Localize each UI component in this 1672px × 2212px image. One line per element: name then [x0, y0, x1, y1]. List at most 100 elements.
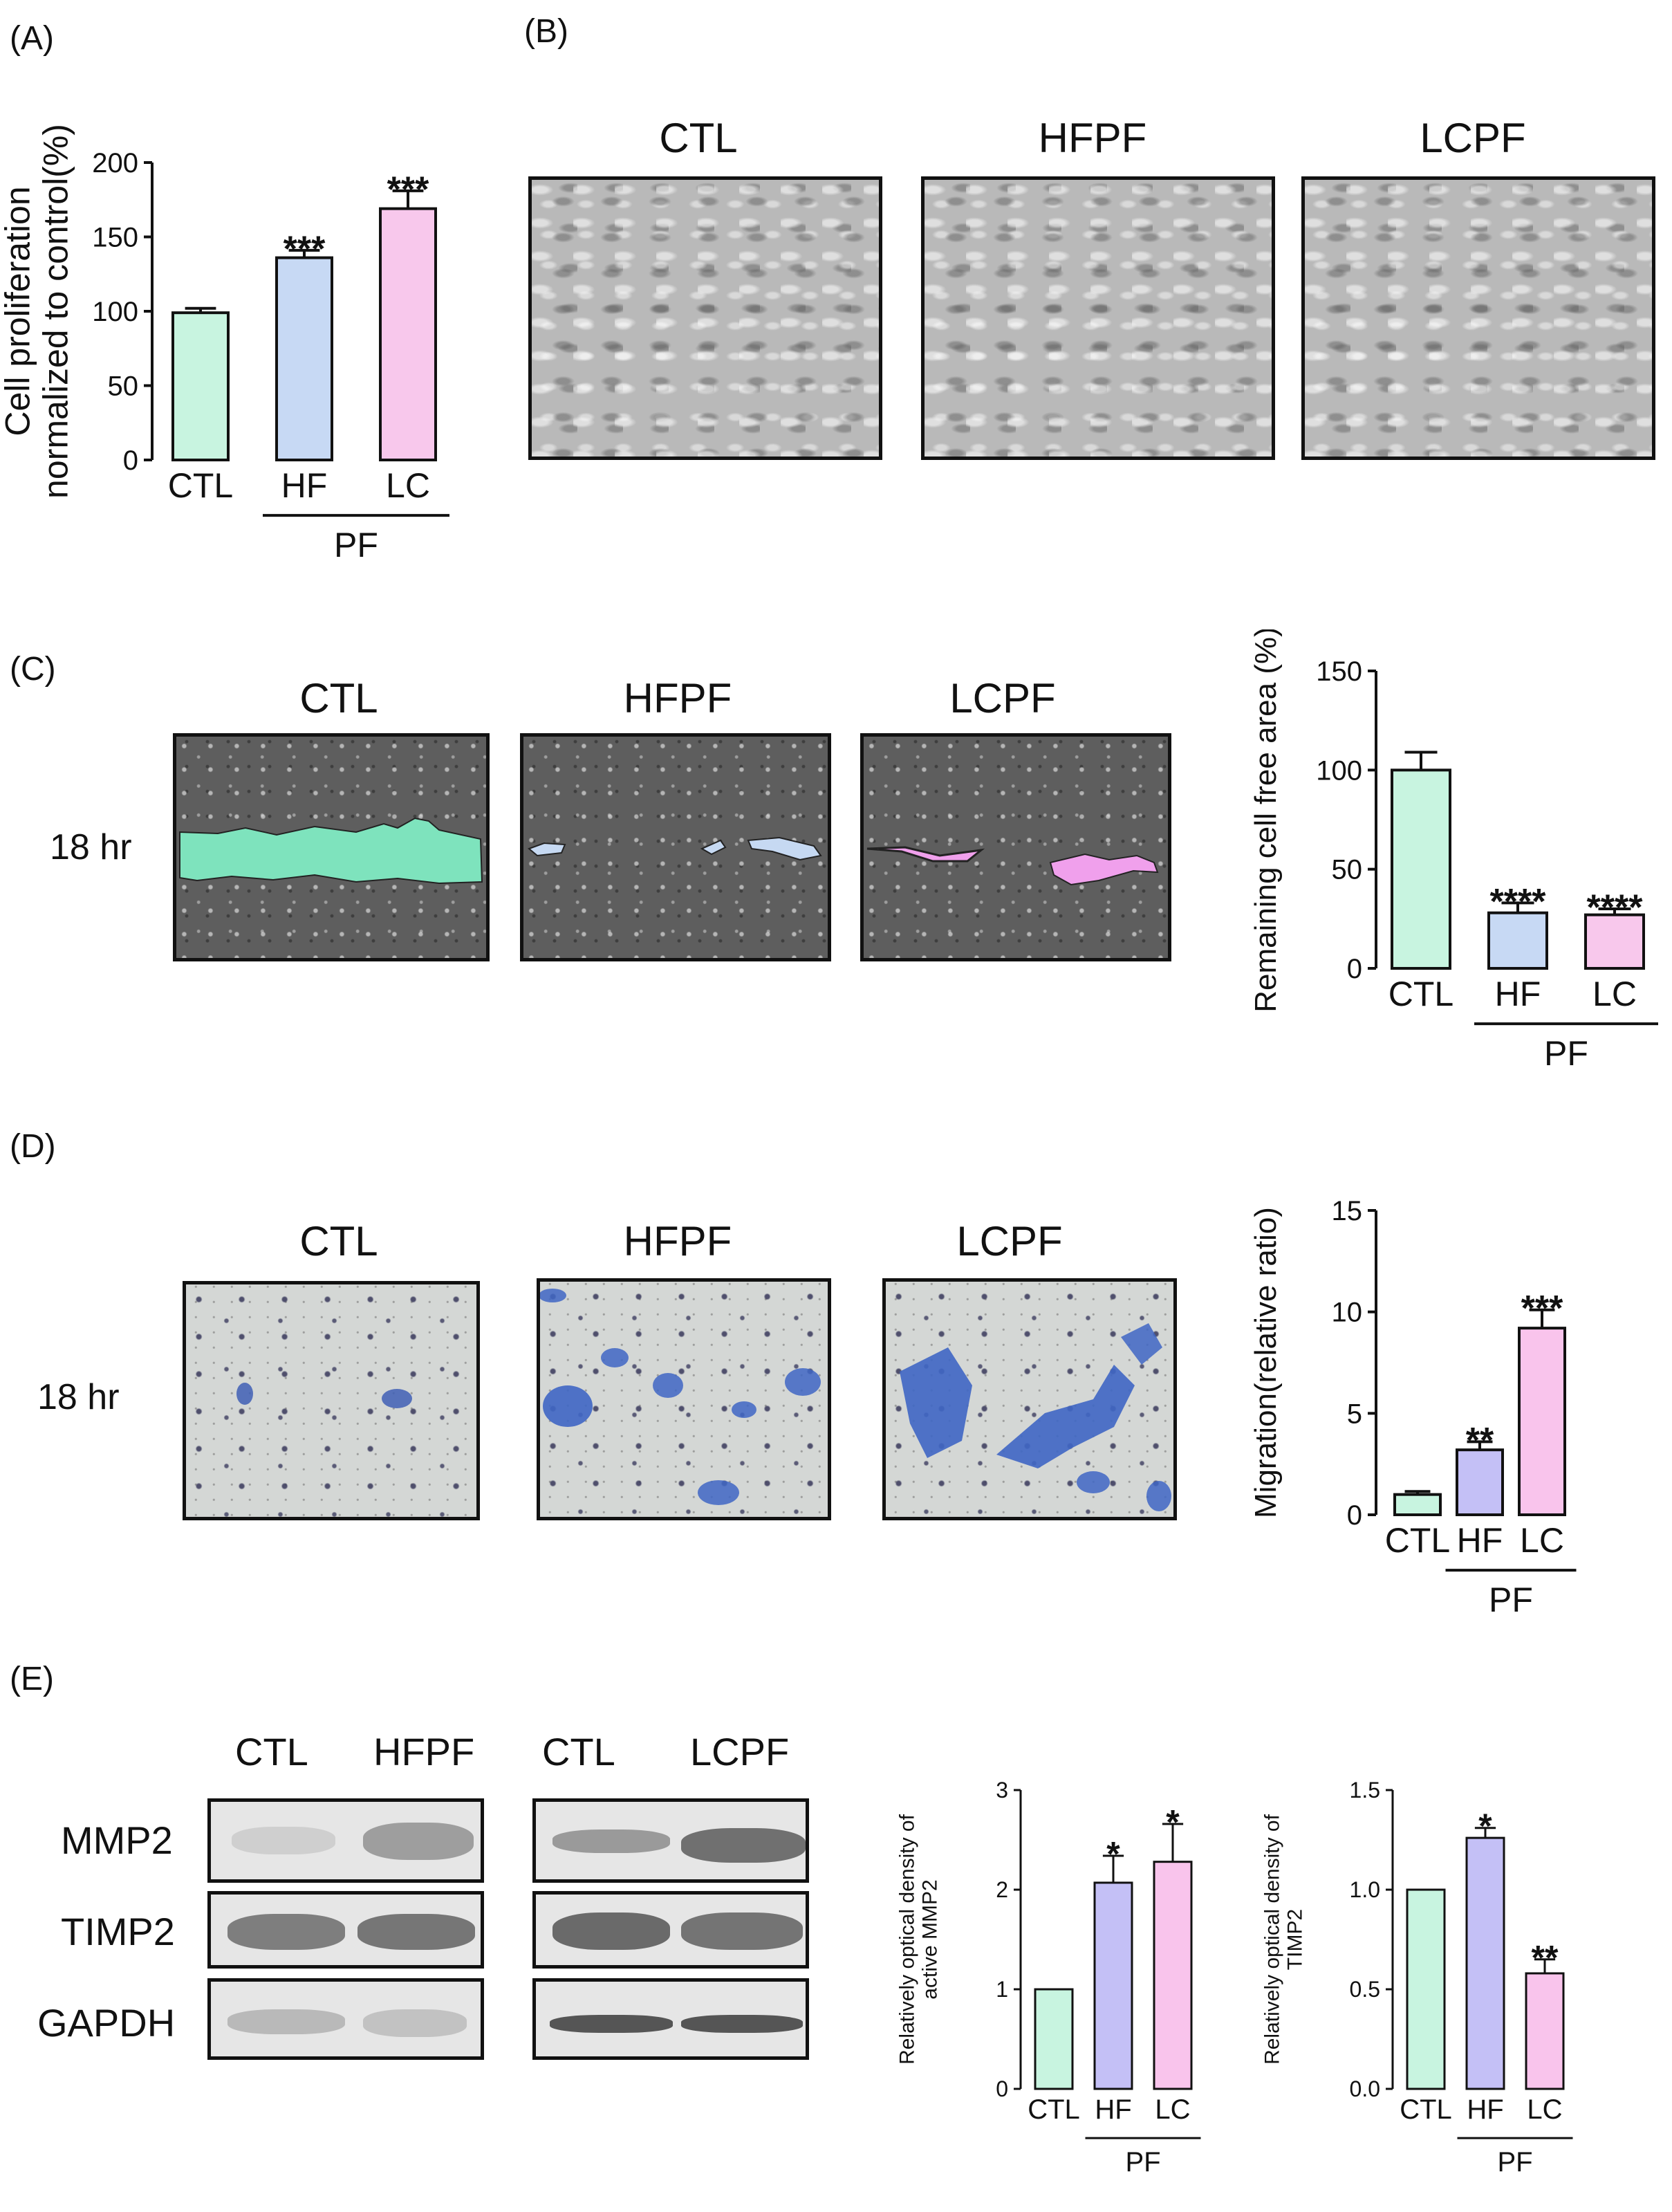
significance-marker: * — [1106, 1835, 1120, 1874]
transwell-image-lcpf — [882, 1278, 1177, 1520]
y-axis-label: Migration(relative ratio) — [1249, 1207, 1283, 1518]
bar-hf — [1093, 1881, 1133, 2090]
x-tick-label: LC — [1592, 975, 1637, 1013]
x-tick-label: CTL — [1028, 2094, 1080, 2125]
group-label: PF — [1544, 1034, 1588, 1073]
scratch-area-hfpf-3 — [747, 836, 822, 861]
significance-marker: ** — [1532, 1938, 1559, 1977]
bar-ctl — [1034, 1988, 1074, 2090]
y-axis-label: Remaining cell free area (%) — [1249, 629, 1283, 1013]
significance-marker: **** — [1490, 882, 1547, 922]
scratch-image-ctl — [173, 733, 490, 961]
blot-left-title-ctl: CTL — [235, 1730, 308, 1773]
y-tick-label: 150 — [92, 223, 138, 253]
y-tick-label: 0 — [1347, 954, 1362, 984]
chart-d: 0 5 10 15 Migration(relative ratio) CTL ** HF **… — [1249, 1196, 1577, 1619]
significance-marker: * — [1166, 1803, 1180, 1841]
bar-lc — [1584, 913, 1645, 970]
y-tick-label: 50 — [108, 371, 139, 402]
blot-timp2-left — [207, 1891, 484, 1969]
panel-b-title-lcpf: LCPF — [1420, 115, 1526, 161]
scratch-area-hfpf-1 — [528, 842, 566, 857]
x-tick-label: LC — [1155, 2094, 1190, 2125]
scratch-image-lcpf — [860, 733, 1171, 961]
y-tick-label: 1.0 — [1350, 1877, 1380, 1902]
y-axis-label: Relatively optical density of — [896, 1814, 919, 2065]
x-tick-label: LC — [1520, 1521, 1564, 1560]
y-tick-label: 0 — [996, 2076, 1008, 2101]
panel-d-row-label: 18 hr — [37, 1377, 120, 1417]
blot-left-title-hfpf: HFPF — [373, 1730, 475, 1773]
bar-ctl — [1393, 1493, 1442, 1516]
y-tick-label: 1 — [996, 1977, 1008, 2002]
panel-b-title-hfpf: HFPF — [1038, 115, 1147, 161]
bar-lc — [1518, 1327, 1566, 1516]
group-label: PF — [1125, 2147, 1160, 2177]
y-tick-label: 5 — [1347, 1399, 1362, 1429]
x-tick-label: HF — [1467, 2094, 1503, 2125]
micrograph-b-lcpf — [1301, 176, 1655, 460]
scratch-area-lcpf-2 — [1049, 853, 1159, 886]
significance-marker: ** — [1466, 1421, 1494, 1461]
blot-gapdh-left — [207, 1978, 484, 2060]
significance-marker: *** — [387, 169, 429, 210]
y-tick-label: 15 — [1332, 1196, 1363, 1226]
y-axis-label: active MMP2 — [919, 1879, 942, 1999]
bar-hf — [1487, 911, 1548, 970]
x-tick-label: HF — [281, 466, 328, 505]
y-tick-label: 50 — [1332, 855, 1363, 885]
chart-e2: 0.0 0.5 1.0 1.5 Relatively optical density o… — [1261, 1778, 1573, 2177]
panel-d-title-hfpf: HFPF — [623, 1218, 732, 1264]
panel-label-a: (A) — [10, 20, 54, 57]
y-tick-label: 200 — [92, 148, 138, 178]
transwell-image-hfpf — [537, 1278, 831, 1520]
scratch-area-ctl — [179, 817, 483, 885]
y-tick-label: 0 — [123, 445, 138, 476]
x-tick-label: HF — [1095, 2094, 1131, 2125]
blot-mmp2-right — [532, 1798, 809, 1883]
panel-c-title-lcpf: LCPF — [949, 675, 1056, 721]
blot-right-title-lcpf: LCPF — [690, 1730, 790, 1773]
transwell-image-ctl — [183, 1281, 480, 1520]
x-tick-label: HF — [1457, 1521, 1503, 1560]
y-tick-label: 0 — [1347, 1500, 1362, 1531]
chart-e1: 0 1 2 3 Relatively optical density of active … — [896, 1778, 1201, 2177]
bar-ctl — [1406, 1888, 1446, 2090]
blot-timp2-right — [532, 1891, 809, 1969]
blot-gapdh-right — [532, 1978, 809, 2060]
panel-c-title-hfpf: HFPF — [623, 675, 732, 721]
group-label: PF — [1489, 1580, 1533, 1619]
y-tick-label: 100 — [92, 297, 138, 327]
significance-marker: **** — [1587, 887, 1644, 928]
bar-ctl — [171, 311, 230, 461]
y-axis-label: TIMP2 — [1284, 1909, 1307, 1970]
panel-d-title-lcpf: LCPF — [956, 1218, 1063, 1264]
significance-marker: * — [1478, 1807, 1492, 1845]
panel-label-e: (E) — [10, 1661, 54, 1697]
panel-c-title-ctl: CTL — [299, 675, 378, 721]
bar-ctl — [1391, 768, 1451, 970]
scratch-image-hfpf — [520, 733, 831, 961]
micrograph-b-hfpf — [921, 176, 1275, 460]
scratch-area-hfpf-2 — [700, 839, 727, 856]
blot-mmp2-left — [207, 1798, 484, 1883]
y-tick-label: 150 — [1316, 656, 1362, 687]
panel-c-row-label: 18 hr — [50, 827, 132, 867]
chart-c: 0 50 100 150 Remaining cell free area (%) CTL… — [1249, 629, 1658, 1073]
bar-lc — [379, 207, 437, 461]
panel-label-c: (C) — [10, 651, 56, 688]
x-tick-label: LC — [386, 466, 430, 505]
y-tick-label: 0.0 — [1350, 2076, 1380, 2101]
y-tick-label: 2 — [996, 1877, 1008, 1902]
blot-right-title-ctl: CTL — [542, 1730, 615, 1773]
y-tick-label: 1.5 — [1350, 1778, 1380, 1803]
y-tick-label: 0.5 — [1350, 1977, 1380, 2002]
protein-label-mmp2: MMP2 — [61, 1818, 173, 1862]
x-tick-label: CTL — [168, 466, 233, 505]
x-tick-label: CTL — [1400, 2094, 1452, 2125]
y-axis-label: Cell proliferation — [0, 186, 37, 436]
panel-label-b: (B) — [524, 13, 568, 50]
panel-b-title-ctl: CTL — [659, 115, 738, 161]
y-tick-label: 100 — [1316, 755, 1362, 786]
bar-lc — [1525, 1972, 1565, 2090]
